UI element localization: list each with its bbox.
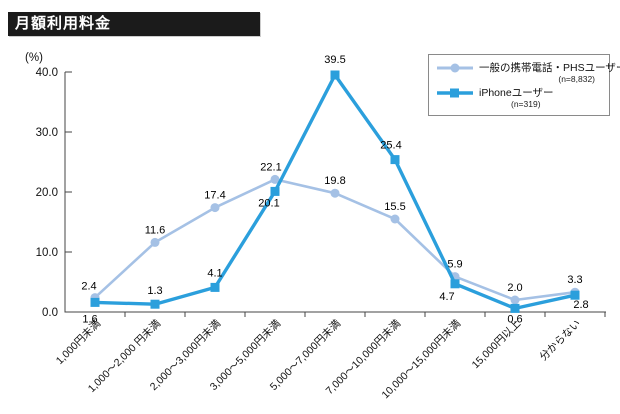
legend-item-general-phs: 一般の携帯電話・PHSユーザー (n=8,832) <box>435 60 620 84</box>
data-point-value-label: 4.1 <box>207 267 222 279</box>
data-point-square-marker <box>510 303 520 313</box>
y-axis-unit-label: (%) <box>25 52 43 64</box>
data-point-circle-marker <box>330 188 340 198</box>
data-point-square-marker <box>570 290 580 300</box>
data-point-circle-marker <box>390 214 400 224</box>
data-point-value-label: 39.5 <box>324 54 345 66</box>
y-tick-label: 10.0 <box>36 247 58 259</box>
data-point-value-label: 5.9 <box>447 259 462 271</box>
legend: 一般の携帯電話・PHSユーザー (n=8,832) iPhoneユーザー (n=… <box>428 54 620 116</box>
y-tick-label: 40.0 <box>36 67 58 79</box>
data-point-value-label: 19.8 <box>324 175 345 187</box>
legend-sample-square-marker <box>450 88 459 97</box>
legend-sample-circle-marker <box>450 63 460 72</box>
data-point-value-label: 15.5 <box>384 201 405 213</box>
data-point-circle-marker <box>510 295 520 305</box>
data-point-circle-marker <box>150 237 160 247</box>
y-tick-label: 20.0 <box>36 187 58 199</box>
data-point-square-marker <box>150 299 160 309</box>
data-point-value-label: 1.6 <box>82 313 97 325</box>
data-point-square-marker <box>330 70 340 80</box>
x-category-label: 分からない <box>538 318 584 364</box>
data-point-square-marker <box>390 155 400 165</box>
legend-label-iphone: iPhoneユーザー <box>479 87 554 99</box>
data-point-value-label: 2.0 <box>507 282 522 294</box>
data-point-value-label: 1.3 <box>147 285 162 297</box>
data-point-value-label: 25.4 <box>380 140 401 152</box>
data-point-circle-marker <box>210 203 220 213</box>
y-tick-label: 30.0 <box>36 127 58 139</box>
data-point-value-label: 4.7 <box>439 291 454 303</box>
y-tick-label: 0.0 <box>42 307 58 319</box>
data-point-circle-marker <box>270 174 280 184</box>
data-point-value-label: 2.4 <box>81 281 96 293</box>
data-point-square-marker <box>450 279 460 289</box>
legend-n-iphone: (n=319) <box>511 99 541 109</box>
data-point-value-label: 0.6 <box>507 313 522 325</box>
data-point-value-label: 17.4 <box>204 190 225 202</box>
data-point-value-label: 22.1 <box>260 161 281 173</box>
legend-line-square-icon <box>437 88 473 97</box>
legend-line-circle-icon <box>437 63 473 72</box>
data-point-value-label: 3.3 <box>567 274 582 286</box>
data-point-value-label: 11.6 <box>145 224 166 236</box>
legend-n-general-phs: (n=8,832) <box>558 74 595 84</box>
legend-label-general-phs: 一般の携帯電話・PHSユーザー <box>479 62 620 74</box>
x-category-label: 15,000円以上 <box>470 318 523 371</box>
data-point-square-marker <box>270 186 280 196</box>
data-point-value-label: 2.8 <box>573 299 588 311</box>
data-point-square-marker <box>90 297 100 307</box>
legend-item-iphone: iPhoneユーザー (n=319) <box>435 85 603 109</box>
data-point-value-label: 20.1 <box>258 197 279 209</box>
page-title: 月額利用料金 <box>8 12 260 36</box>
data-point-square-marker <box>210 282 220 292</box>
